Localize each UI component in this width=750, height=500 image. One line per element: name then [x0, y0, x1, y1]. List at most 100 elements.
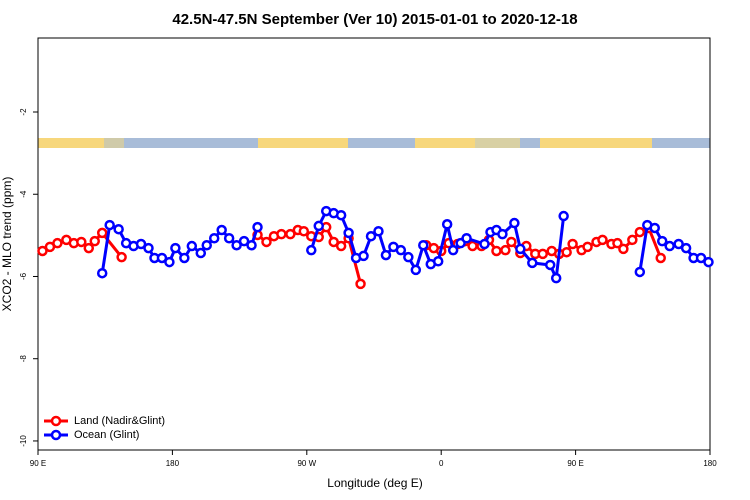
data-point: [373, 226, 384, 237]
land-strip: [38, 138, 104, 148]
data-point: [343, 227, 354, 239]
data-point: [582, 241, 593, 253]
data-point: [104, 219, 115, 231]
data-point: [365, 230, 377, 242]
data-point: [306, 244, 317, 256]
data-point: [649, 222, 660, 234]
data-point: [335, 240, 347, 252]
data-point: [355, 278, 366, 290]
data-point: [703, 256, 714, 268]
data-point: [627, 234, 638, 246]
data-point: [656, 235, 668, 247]
data-point: [695, 252, 707, 264]
data-point: [261, 236, 272, 248]
data-point: [567, 238, 578, 250]
data-point: [527, 257, 538, 269]
legend-swatch-point: [50, 415, 62, 427]
data-point: [231, 239, 242, 251]
data-point: [550, 272, 562, 284]
data-point: [418, 239, 429, 251]
data-point: [208, 232, 220, 244]
data-point: [461, 232, 472, 244]
data-point: [335, 209, 347, 221]
land-strip: [475, 138, 520, 148]
x-axis-label: Longitude (deg E): [327, 476, 422, 490]
land-ocean-strip: [38, 138, 710, 148]
land-strip: [415, 138, 475, 148]
data-point: [186, 240, 198, 252]
legend-swatch-point: [50, 429, 62, 441]
data-point: [201, 239, 212, 251]
y-tick-label: -6: [19, 272, 28, 280]
x-tick-label: 90 E: [30, 459, 46, 468]
data-point: [252, 221, 263, 233]
data-point: [410, 264, 422, 276]
data-point: [135, 238, 147, 250]
data-point: [156, 252, 168, 264]
data-point: [432, 256, 444, 267]
data-point: [298, 226, 310, 237]
x-tick-label: 0: [439, 459, 444, 468]
data-point: [380, 249, 392, 261]
x-tick-label: 180: [166, 459, 180, 468]
data-point: [447, 244, 459, 256]
data-point: [395, 244, 407, 256]
data-point: [216, 224, 227, 236]
y-tick-label: -2: [19, 108, 28, 116]
data-point: [96, 267, 108, 279]
data-point: [506, 236, 517, 248]
y-tick-label: -8: [19, 355, 28, 363]
data-point: [83, 242, 95, 254]
data-point: [664, 240, 675, 252]
data-point: [195, 247, 207, 259]
data-point: [170, 242, 181, 254]
land-strip: [258, 138, 348, 148]
data-point: [491, 245, 502, 257]
data-point: [313, 220, 324, 232]
data-point: [515, 243, 526, 255]
data-point: [285, 228, 296, 240]
data-point: [500, 244, 511, 256]
data-point: [655, 252, 666, 264]
data-point: [558, 210, 569, 222]
data-point: [509, 217, 520, 229]
x-tick-label: 90 W: [297, 459, 316, 468]
data-point: [467, 240, 478, 252]
legend-label: Ocean (Glint): [74, 429, 139, 441]
data-point: [561, 246, 572, 258]
data-point: [597, 234, 608, 246]
data-point: [116, 251, 127, 263]
data-point: [76, 236, 87, 248]
data-point: [276, 228, 287, 240]
data-point: [358, 250, 369, 262]
data-point: [612, 237, 623, 249]
data-point: [96, 227, 108, 239]
data-point: [544, 259, 556, 271]
y-axis-label: XCO2 - MLO trend (ppm): [0, 177, 14, 312]
y-tick-label: -4: [19, 190, 28, 198]
ocean-strip: [38, 138, 710, 148]
legend-label: Land (Nadir&Glint): [74, 415, 165, 427]
data-point: [618, 243, 629, 255]
data-point: [673, 238, 684, 250]
land-strip: [540, 138, 652, 148]
data-point: [179, 252, 190, 264]
plot-frame: [37, 37, 711, 451]
data-point: [113, 223, 124, 235]
data-point: [537, 248, 548, 260]
data-point: [52, 237, 63, 249]
data-point: [680, 242, 692, 254]
data-point: [634, 226, 646, 238]
data-point: [403, 251, 414, 263]
data-point: [164, 256, 175, 268]
data-point: [328, 236, 339, 248]
chart-title: 42.5N-47.5N September (Ver 10) 2015-01-0…: [172, 11, 577, 28]
data-point: [634, 266, 646, 278]
data-point: [37, 245, 48, 257]
data-point: [143, 242, 154, 254]
data-point: [223, 232, 235, 244]
data-point: [246, 239, 257, 251]
land-strip: [104, 138, 124, 148]
data-point: [497, 228, 508, 240]
